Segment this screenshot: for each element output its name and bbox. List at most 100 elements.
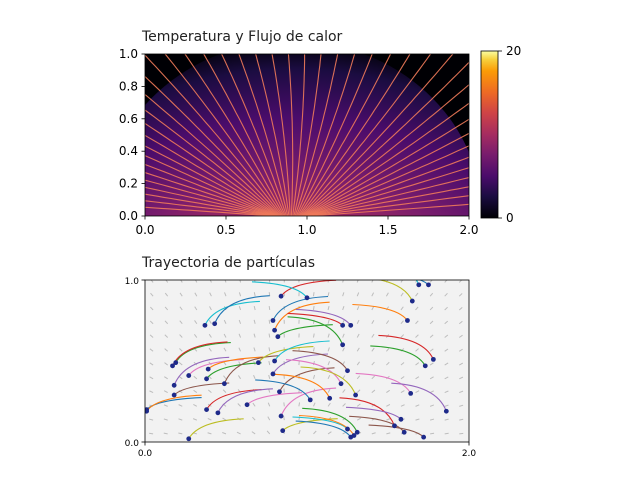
velocity-arrow — [179, 334, 183, 338]
trajectory-line — [292, 416, 348, 430]
velocity-arrow — [253, 319, 256, 324]
x-tick-label: 0.0 — [135, 223, 154, 237]
velocity-arrow — [313, 402, 316, 407]
particle-point — [202, 322, 208, 328]
particle-point — [416, 282, 422, 288]
velocity-arrow — [268, 361, 271, 366]
particle-point — [398, 416, 404, 422]
trajectory-line — [188, 418, 244, 440]
velocity-arrow — [342, 347, 345, 352]
x-tick-label: 2.0 — [462, 449, 477, 459]
streamline — [145, 122, 279, 216]
velocity-arrow — [209, 306, 212, 311]
velocity-arrow — [223, 375, 227, 380]
velocity-arrow — [400, 320, 404, 325]
velocity-arrow — [458, 306, 463, 311]
velocity-arrow — [253, 347, 256, 352]
trajectory-line — [418, 280, 429, 286]
velocity-arrow — [192, 418, 198, 421]
velocity-arrow — [415, 390, 420, 394]
velocity-arrow — [163, 418, 168, 421]
trajectory-line — [295, 420, 352, 438]
velocity-arrow — [223, 319, 227, 324]
streamline — [145, 206, 273, 216]
y-tick-label: 0.6 — [119, 112, 138, 126]
particle-point — [340, 342, 346, 348]
streamline — [302, 61, 469, 216]
streamline — [145, 200, 274, 216]
velocity-arrow — [252, 416, 256, 421]
velocity-arrow — [444, 334, 449, 338]
velocity-arrow — [238, 306, 242, 311]
velocity-arrow — [429, 306, 434, 311]
velocity-arrow — [207, 432, 212, 435]
velocity-arrow — [371, 361, 375, 366]
velocity-arrow — [415, 306, 419, 311]
velocity-arrow — [459, 362, 464, 366]
velocity-arrow — [400, 376, 405, 380]
velocity-arrow — [356, 292, 360, 297]
velocity-arrow — [429, 418, 435, 421]
streamline — [145, 54, 283, 216]
x-tick-label: 1.5 — [378, 223, 397, 237]
velocity-arrow — [238, 292, 242, 297]
trajectory-line — [285, 359, 342, 384]
particle-point — [173, 360, 179, 366]
streamline — [308, 195, 469, 216]
velocity-arrow — [163, 390, 168, 394]
velocity-arrow — [268, 347, 271, 352]
velocity-arrow — [149, 362, 154, 366]
streamline — [145, 155, 276, 216]
trajectory-line — [251, 281, 308, 299]
velocity-arrow — [179, 320, 183, 325]
streamline — [145, 109, 280, 216]
velocity-arrow — [165, 280, 169, 283]
velocity-arrow — [415, 334, 419, 338]
heatmap-panel: Temperatura y Flujo de calor 0.0 0.5 1.0 1.… — [119, 29, 479, 237]
streamline — [296, 54, 373, 216]
velocity-arrow — [178, 376, 183, 380]
trajectory-line — [298, 414, 355, 436]
streamline — [299, 54, 411, 216]
velocity-arrow — [386, 404, 391, 407]
velocity-arrow — [327, 347, 330, 352]
velocity-arrow — [194, 292, 198, 297]
velocity-arrow — [268, 333, 271, 338]
trajectory-line — [282, 418, 338, 432]
x-tick-label: 1.0 — [297, 223, 316, 237]
velocity-arrow — [149, 376, 154, 380]
particle-point — [354, 429, 360, 435]
velocity-arrow — [415, 376, 420, 380]
velocity-arrow — [429, 320, 434, 325]
particle-points — [145, 282, 449, 442]
particle-point — [277, 389, 282, 395]
velocity-arrow — [164, 348, 169, 352]
particle-point — [221, 381, 227, 387]
particle-point — [408, 391, 414, 396]
trajectory-line — [204, 300, 260, 326]
velocity-arrow — [356, 333, 360, 338]
velocity-arrow — [327, 388, 331, 393]
velocity-arrow — [400, 404, 405, 407]
velocity-arrow — [371, 375, 376, 380]
velocity-arrow — [327, 319, 330, 324]
particle-point — [401, 429, 407, 435]
velocity-arrow — [164, 306, 169, 311]
velocity-arrow — [327, 305, 330, 311]
heat-flux-streamlines — [145, 54, 469, 216]
velocity-arrow — [207, 417, 212, 421]
particle-point — [186, 373, 192, 378]
trajectory-line — [217, 388, 273, 414]
particle-point — [392, 423, 397, 429]
velocity-arrow — [313, 430, 317, 435]
streamline — [292, 54, 306, 216]
trajectory-line — [292, 350, 348, 371]
velocity-arrow — [342, 403, 346, 407]
trajectory-line — [370, 345, 426, 367]
streamline — [238, 54, 289, 216]
particle-point — [348, 322, 354, 328]
velocity-arrow — [444, 292, 448, 297]
velocity-arrow — [429, 376, 434, 380]
velocity-arrow — [444, 390, 449, 394]
